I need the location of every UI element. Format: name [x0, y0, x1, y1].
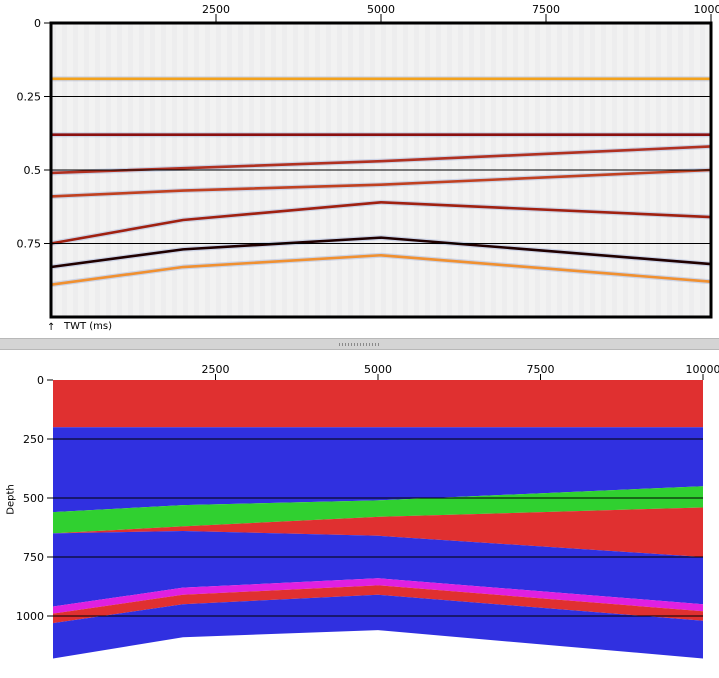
splitter-grip-icon[interactable] [339, 343, 381, 346]
y-tick-label: 1000 [16, 610, 44, 623]
x-tick-label: 10000 [694, 3, 719, 16]
panel-splitter[interactable] [0, 338, 719, 350]
twt-axis-label: TWT (ms) [64, 321, 112, 332]
model-panel[interactable]: 2500 5000 7500 10000 0 250 500 750 1000 [0, 350, 719, 675]
y-tick-label: 0 [37, 374, 44, 387]
depth-axis-label: Depth [6, 484, 17, 514]
x-tick-label: 2500 [202, 3, 230, 16]
y-tick-label: 500 [23, 492, 44, 505]
x-tick-label: 7500 [527, 363, 555, 376]
y-tick-label: 0.25 [17, 91, 42, 104]
y-tick-label: 250 [23, 433, 44, 446]
x-tick-label: 10000 [686, 363, 719, 376]
x-tick-label: 5000 [367, 3, 395, 16]
seismic-panel[interactable]: 2500 5000 7500 10000 0 0.25 0.5 0.75 ↑ TWT (ms) [0, 0, 719, 338]
y-tick-label: 0.5 [24, 164, 42, 177]
y-tick-label: 0 [34, 17, 41, 30]
y-tick-label: 750 [23, 551, 44, 564]
seismic-chart[interactable]: 2500 5000 7500 10000 0 0.25 0.5 0.75 [0, 0, 719, 338]
axis-arrow-icon: ↑ [47, 322, 55, 333]
model-unit [53, 380, 703, 427]
x-tick-label: 5000 [364, 363, 392, 376]
x-tick-label: 7500 [532, 3, 560, 16]
model-chart[interactable]: 2500 5000 7500 10000 0 250 500 750 1000 [0, 350, 719, 675]
x-tick-label: 2500 [202, 363, 230, 376]
y-tick-label: 0.75 [17, 238, 42, 251]
